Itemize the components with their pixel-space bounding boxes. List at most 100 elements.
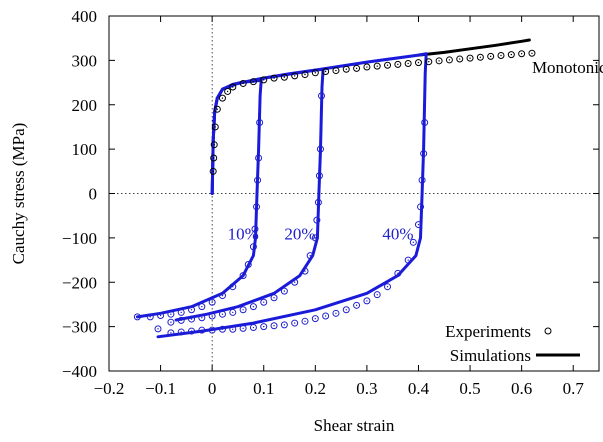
legend-label-simulations: Simulations <box>450 346 531 365</box>
experiment-point <box>342 65 350 73</box>
experiment-point <box>188 327 196 335</box>
zero-reference-lines <box>109 16 599 371</box>
experiment-point <box>270 74 278 82</box>
experiment-point-dot <box>263 79 265 81</box>
experiment-point-dot <box>242 327 244 330</box>
experiment-point-dot <box>479 56 482 58</box>
experiment-point-dot <box>252 246 255 248</box>
experiment-point <box>301 267 309 275</box>
experiment-point <box>244 261 252 268</box>
experiment-point-dot <box>256 179 259 181</box>
experiment-point <box>528 49 536 57</box>
experiment-point <box>301 71 309 79</box>
experiment-point-dot <box>252 305 255 308</box>
experiment-point-dot <box>212 170 214 173</box>
x-tick-label: 0.3 <box>356 379 377 398</box>
series-layer <box>135 38 531 339</box>
experiment-point <box>314 198 322 206</box>
experiment-point-dot <box>252 326 255 329</box>
experiment-point-dot <box>345 309 347 311</box>
simulation-curve-2 <box>174 67 325 322</box>
legend-marker-experiments <box>544 327 552 335</box>
experiment-point <box>404 256 412 264</box>
experiment-point-dot <box>412 241 415 244</box>
experiment-point <box>315 172 323 180</box>
experiment-point <box>409 238 417 246</box>
experiment-point-dot <box>531 52 533 54</box>
experiment-point <box>311 315 319 323</box>
legend-label-experiments: Experiments <box>445 322 531 341</box>
experiment-point-dot <box>500 54 502 57</box>
experiment-point <box>291 319 299 327</box>
axis-ticks: −0.2 −0.1 0 0.1 0.2 0.3 0.4 0.5 0.6 0.7 −400 −300 −2… <box>62 7 599 398</box>
experiment-point <box>198 303 206 311</box>
experiment-point-dot <box>419 206 422 208</box>
experiment-point-dot <box>232 311 234 314</box>
experiment-point-dot <box>232 86 234 88</box>
experiment-point-dot <box>273 325 275 327</box>
experiment-point-dot <box>345 68 347 70</box>
experiment-point <box>208 298 216 306</box>
experiment-point <box>167 310 175 318</box>
experiment-point-dot <box>355 67 358 70</box>
experiment-point <box>414 59 422 67</box>
experiment-point-dot <box>489 55 492 58</box>
experiment-point <box>157 312 165 320</box>
x-tick-label: 0.1 <box>253 379 274 398</box>
experiment-point-dot <box>438 60 440 62</box>
experiment-point-dot <box>423 121 426 124</box>
experiment-point <box>318 92 326 100</box>
experiment-point-dot <box>417 223 420 226</box>
experiment-point-dot <box>520 53 523 55</box>
experiment-point <box>280 321 288 329</box>
experiment-point-dot <box>417 61 420 64</box>
experiment-point <box>167 329 175 337</box>
experiment-point <box>251 225 259 233</box>
annotation-label: 40% <box>382 224 413 243</box>
experiment-point <box>218 94 226 102</box>
simulation-curve-1 <box>135 78 263 319</box>
experiment-point <box>210 141 218 149</box>
annotations: 10% 20% 40% Monotonic <box>228 58 603 243</box>
experiment-point <box>133 313 141 321</box>
experiment-point-dot <box>510 53 513 56</box>
annotation-label: 20% <box>284 224 315 243</box>
experiment-point <box>208 326 216 334</box>
experiment-point <box>291 278 299 286</box>
experiment-point-dot <box>304 270 306 272</box>
experiment-point-dot <box>170 313 172 315</box>
experiment-point-dot <box>317 201 320 204</box>
experiment-point <box>188 306 196 314</box>
experiment-point <box>456 55 464 63</box>
experiment-point-dot <box>422 152 425 155</box>
experiment-point-dot <box>283 290 286 292</box>
experiment-point <box>363 297 371 305</box>
experiment-point <box>249 243 257 251</box>
experiment-point <box>394 60 402 68</box>
experiment-point <box>476 53 484 61</box>
experiment-point-dot <box>242 309 244 311</box>
y-tick-label: −300 <box>62 318 97 337</box>
x-tick-label: 0.5 <box>459 379 480 398</box>
experiment-point <box>239 79 247 87</box>
experiment-point-dot <box>263 301 265 303</box>
experiment-point-dot <box>318 175 321 177</box>
experiment-point-dot <box>355 304 358 307</box>
simulation-curve-0 <box>417 38 531 57</box>
experiment-point-dot <box>366 66 368 68</box>
annotation-label: 10% <box>228 224 259 243</box>
experiment-point-dot <box>211 315 213 317</box>
experiment-point-dot <box>335 69 337 72</box>
experiment-point-dot <box>213 143 215 146</box>
experiment-point <box>249 303 257 311</box>
experiment-point-dot <box>136 316 139 318</box>
experiment-point <box>210 154 218 162</box>
experiment-point <box>218 292 226 300</box>
x-tick-label: −0.1 <box>145 379 176 398</box>
experiment-point-dot <box>247 263 249 266</box>
experiment-point <box>218 325 226 333</box>
y-tick-label: 200 <box>72 96 98 115</box>
experiment-point <box>418 176 426 184</box>
experiment-point-dot <box>448 59 451 61</box>
experiment-point-dot <box>397 63 399 66</box>
